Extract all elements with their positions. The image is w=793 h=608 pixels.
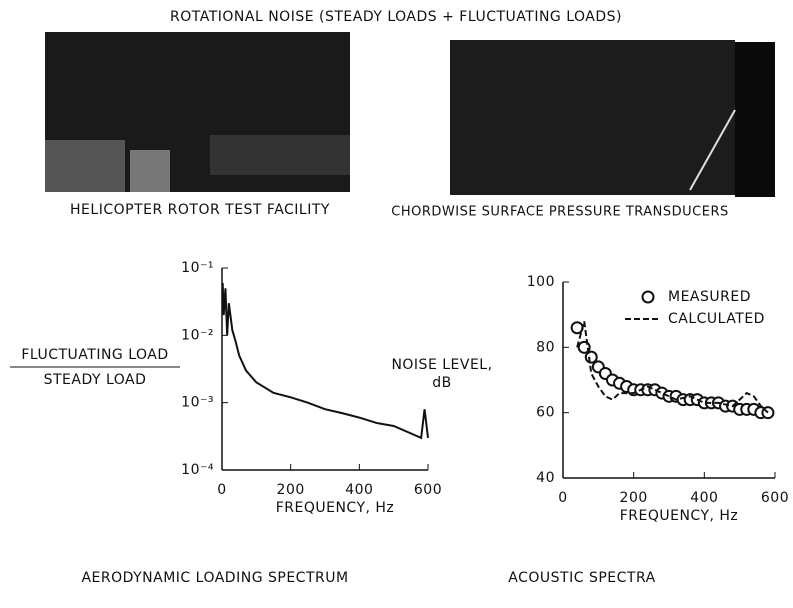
- x-tick-label: 200: [620, 490, 648, 506]
- photo-caption: CHORDWISE SURFACE PRESSURE TRANSDUCERS: [391, 205, 729, 220]
- y-tick-label: 10⁻³: [181, 395, 214, 411]
- data-line: [576, 320, 769, 414]
- photo-blade: [450, 40, 775, 197]
- data-line: [221, 282, 429, 440]
- legend-label: CALCULATED: [668, 311, 765, 327]
- photo-rotor: [45, 32, 350, 192]
- x-tick-label: 600: [414, 482, 442, 498]
- x-tick-label: 400: [690, 490, 718, 506]
- y-axis-label: NOISE LEVEL,: [391, 357, 492, 373]
- figure-title: ROTATIONAL NOISE (STEADY LOADS + FLUCTUA…: [170, 9, 622, 25]
- legend-marker: [641, 290, 655, 304]
- x-tick-label: 0: [217, 482, 226, 498]
- x-tick-label: 400: [345, 482, 373, 498]
- legend-label: MEASURED: [668, 289, 751, 305]
- data-point: [584, 350, 598, 364]
- y-tick-label: 10⁻⁴: [181, 462, 214, 478]
- y-axis-label: dB: [432, 375, 452, 391]
- x-tick-label: 0: [558, 490, 567, 506]
- y-tick-label: 80: [536, 339, 555, 355]
- data-point: [570, 321, 584, 335]
- photo-caption: HELICOPTER ROTOR TEST FACILITY: [70, 202, 330, 218]
- y-tick-label: 10⁻²: [181, 327, 214, 343]
- x-axis-label: FREQUENCY, Hz: [620, 508, 739, 524]
- chart-title: AERODYNAMIC LOADING SPECTRUM: [81, 570, 348, 586]
- x-tick-label: 200: [277, 482, 305, 498]
- chart-title: ACOUSTIC SPECTRA: [508, 570, 655, 586]
- y-tick-label: 10⁻¹: [181, 260, 214, 276]
- x-tick-label: 600: [761, 490, 789, 506]
- y-tick-label: 100: [527, 274, 555, 290]
- y-axis-label: FLUCTUATING LOAD: [21, 347, 168, 363]
- y-axis-label: STEADY LOAD: [44, 372, 147, 388]
- y-tick-label: 60: [536, 405, 555, 421]
- y-tick-label: 40: [536, 470, 555, 486]
- x-axis-label: FREQUENCY, Hz: [276, 500, 395, 516]
